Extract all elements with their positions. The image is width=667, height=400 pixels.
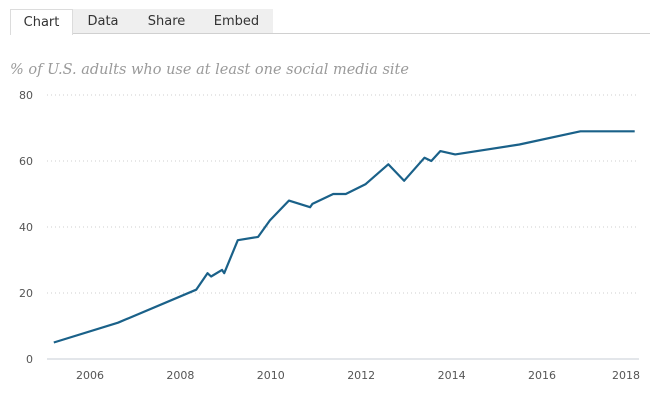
tab-bar: Chart Data Share Embed [10, 9, 273, 35]
y-tick-label: 80 [19, 89, 33, 102]
tab-data[interactable]: Data [73, 9, 133, 34]
y-axis-ticks: 0 20 40 60 80 [19, 89, 33, 366]
x-tick-label: 2012 [347, 369, 375, 382]
x-axis-ticks: 2006 2008 2010 2012 2014 2016 2018 [76, 369, 640, 382]
y-tick-label: 0 [26, 353, 33, 366]
tab-chart[interactable]: Chart [10, 9, 73, 35]
tab-embed[interactable]: Embed [200, 9, 273, 34]
chart-title: % of U.S. adults who use at least one so… [10, 62, 409, 78]
y-tick-label: 40 [19, 221, 33, 234]
x-tick-label: 2018 [612, 369, 640, 382]
series-line [53, 130, 635, 344]
x-tick-label: 2014 [438, 369, 466, 382]
x-tick-label: 2006 [76, 369, 104, 382]
y-tick-label: 60 [19, 155, 33, 168]
y-tick-label: 20 [19, 287, 33, 300]
gridlines [47, 94, 639, 294]
x-tick-label: 2010 [257, 369, 285, 382]
x-tick-label: 2008 [166, 369, 194, 382]
tab-share[interactable]: Share [133, 9, 200, 34]
x-tick-label: 2016 [528, 369, 556, 382]
tab-divider [73, 33, 650, 34]
